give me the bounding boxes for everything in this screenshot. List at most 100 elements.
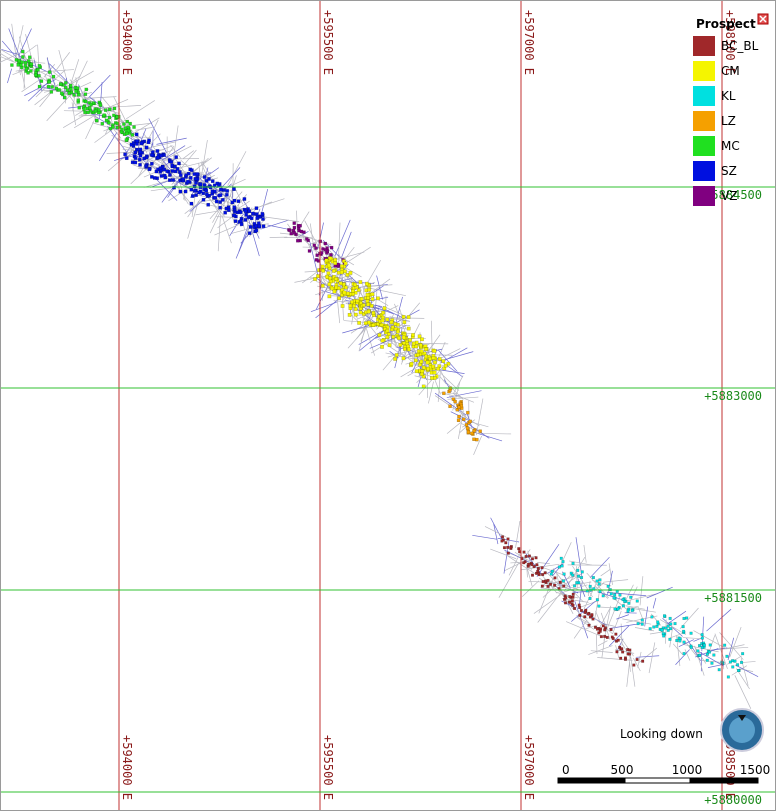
sample-point: [441, 359, 446, 364]
drill-trace: [573, 619, 588, 639]
sample-point: [559, 556, 563, 560]
drill-trace: [587, 580, 591, 597]
drill-trace: [126, 100, 155, 120]
sample-point: [453, 399, 457, 404]
drill-trace: [260, 188, 269, 216]
sample-point: [543, 571, 547, 575]
sample-point: [20, 60, 24, 64]
scale-segment: [624, 777, 691, 784]
drill-trace: [71, 102, 76, 126]
sample-point: [669, 622, 673, 626]
drill-trace: [614, 599, 629, 611]
drill-trace: [172, 125, 179, 164]
sample-point: [37, 84, 42, 89]
drill-trace: [694, 645, 705, 676]
drill-trace: [23, 67, 25, 89]
sample-point: [466, 410, 470, 415]
sample-point: [159, 174, 164, 178]
sample-point: [616, 638, 620, 642]
sample-point: [82, 107, 86, 112]
sample-point: [591, 617, 595, 621]
sample-point: [225, 189, 230, 193]
sample-point: [598, 589, 602, 593]
sample-point: [609, 628, 613, 632]
sample-point: [571, 595, 575, 599]
sample-point: [577, 603, 581, 607]
legend-swatch: [693, 111, 715, 131]
sample-point: [330, 286, 335, 291]
sample-point: [573, 606, 577, 610]
sample-point: [260, 212, 265, 216]
sample-point: [225, 193, 229, 197]
legend-label: LZ: [721, 114, 736, 128]
drill-trace: [261, 216, 300, 223]
drill-trace: [589, 556, 610, 578]
drill-trace: [633, 658, 641, 672]
sample-point: [181, 177, 185, 182]
sample-point: [93, 109, 98, 113]
sample-point: [24, 67, 29, 71]
sample-point: [89, 102, 93, 107]
sample-point: [393, 357, 397, 361]
drill-trace: [583, 544, 587, 563]
drill-trace: [612, 611, 622, 634]
drill-trace: [515, 521, 521, 549]
easting-label: +597000 E: [522, 10, 536, 75]
drill-trace: [597, 608, 611, 631]
sample-point: [305, 237, 309, 241]
drill-trace: [418, 366, 444, 396]
sample-point: [571, 603, 575, 607]
sample-point: [189, 201, 194, 206]
sample-point: [16, 63, 20, 67]
sample-point: [29, 69, 33, 73]
compass[interactable]: [720, 708, 764, 752]
sample-point: [171, 178, 175, 182]
drill-trace: [214, 224, 240, 236]
sample-point: [506, 551, 510, 555]
sample-point: [219, 187, 223, 192]
sample-point: [475, 437, 479, 442]
drill-trace: [652, 597, 657, 609]
drill-trace: [682, 637, 702, 640]
drill-trace: [498, 563, 519, 598]
sample-point: [532, 565, 536, 569]
drill-trace: [358, 323, 396, 330]
sample-point: [571, 561, 575, 565]
sample-point: [366, 302, 370, 307]
sample-point: [124, 131, 129, 136]
sample-point: [561, 560, 565, 564]
sample-point: [448, 404, 452, 409]
sample-point: [249, 216, 254, 221]
sample-point: [426, 366, 430, 371]
drill-trace: [595, 634, 598, 654]
sample-point: [459, 403, 464, 408]
sample-point: [689, 631, 693, 635]
sample-point: [527, 562, 531, 566]
sample-point: [144, 164, 148, 168]
sample-point: [682, 640, 686, 644]
sample-point: [292, 221, 296, 225]
close-icon: [759, 15, 767, 23]
sample-point: [662, 614, 666, 618]
sample-point: [652, 625, 656, 629]
sample-point: [579, 608, 583, 612]
sample-point: [194, 193, 198, 197]
drill-trace: [635, 655, 660, 658]
sample-point: [571, 592, 575, 596]
drill-trace: [735, 664, 759, 678]
sample-point: [77, 106, 81, 110]
drill-trace: [142, 119, 159, 150]
sample-point: [155, 155, 160, 160]
sample-point: [472, 429, 476, 433]
drill-trace: [606, 592, 647, 597]
sample-point: [27, 59, 31, 63]
sample-point: [553, 583, 557, 587]
drill-trace: [182, 150, 195, 159]
drill-trace: [187, 200, 199, 239]
sample-point: [436, 366, 440, 371]
sample-point: [100, 121, 105, 126]
sample-point: [76, 98, 80, 102]
sample-point: [605, 635, 609, 639]
sample-point: [173, 164, 177, 169]
drill-trace: [235, 226, 250, 259]
